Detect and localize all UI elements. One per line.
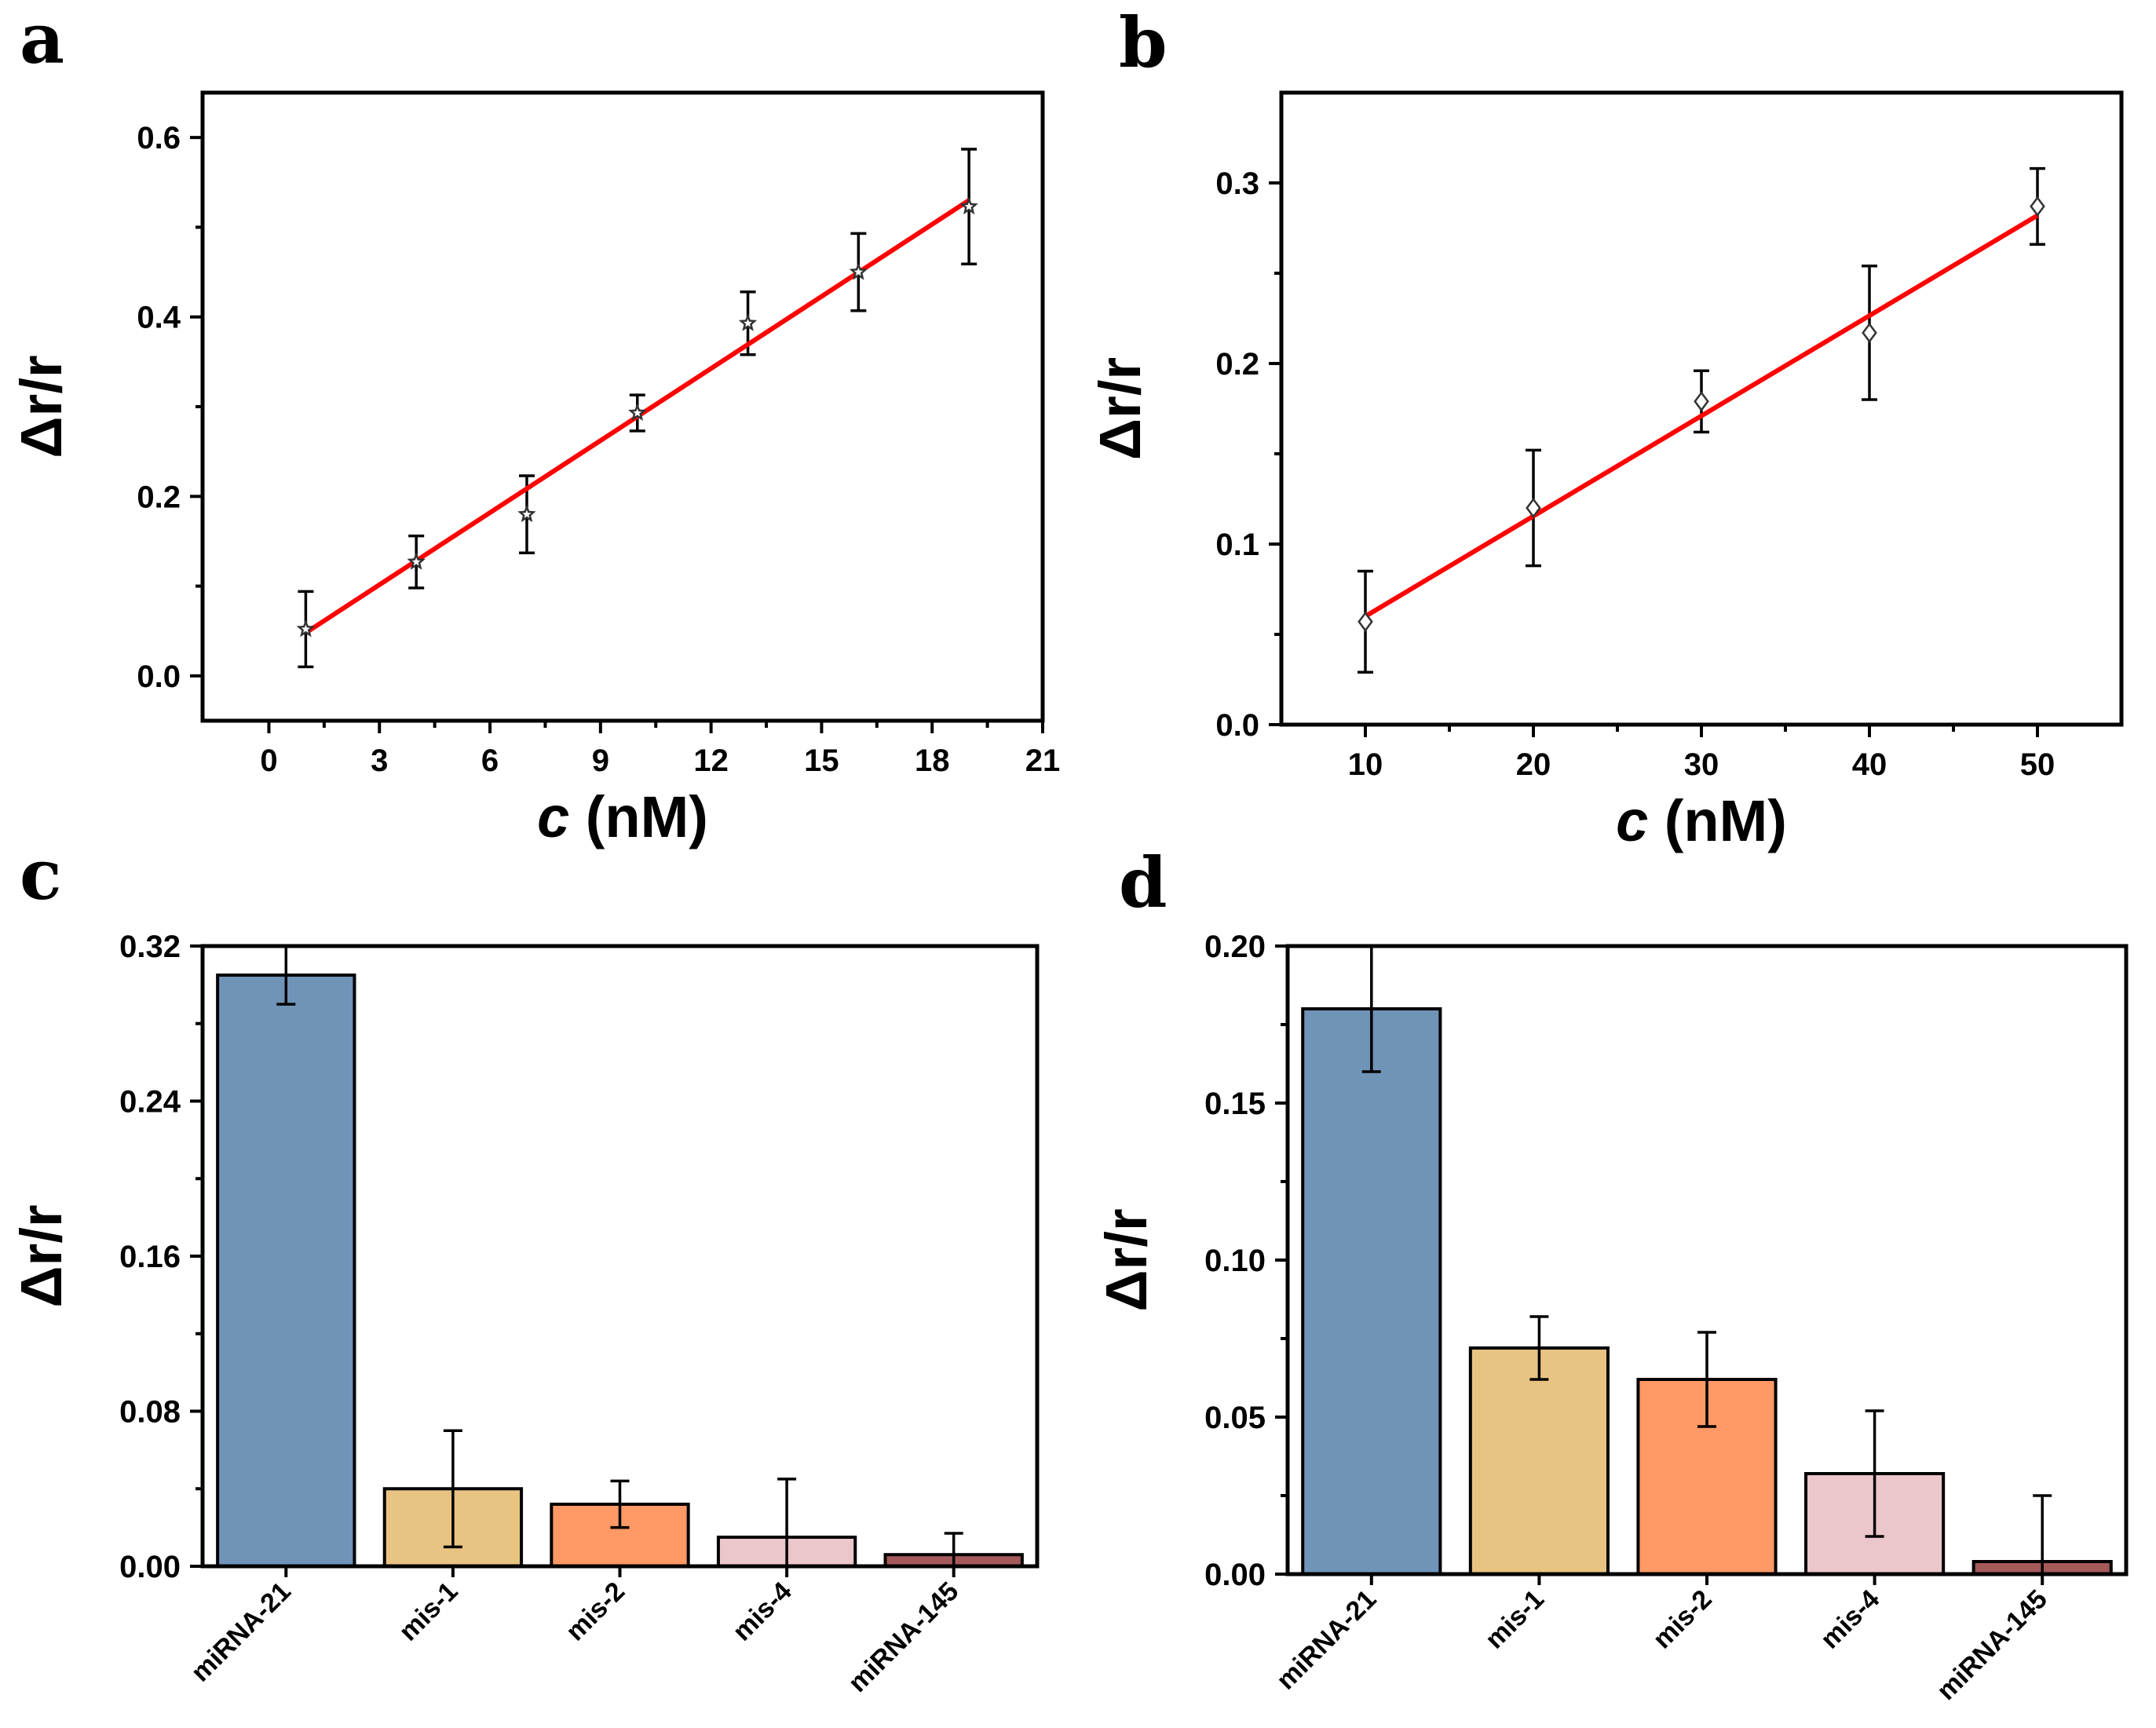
plot-frame <box>200 944 1040 1569</box>
error-bar <box>443 1429 462 1549</box>
plot-frame <box>1285 944 2129 1576</box>
y-axis-title: Δr/r <box>1094 1208 1159 1311</box>
data-point <box>1862 322 1877 343</box>
panel-letter-c: c <box>20 834 62 915</box>
category-label: miRNA-145 <box>842 1576 964 1698</box>
bar-miRNA-21 <box>216 974 356 1568</box>
y-axis-title: Δr/r <box>9 355 74 458</box>
data-point <box>407 552 426 570</box>
x-tick-label: 3 <box>371 743 388 778</box>
data-point <box>1526 497 1541 519</box>
y-tick-label: 0.08 <box>119 1395 181 1430</box>
x-tick-label: 40 <box>1852 747 1887 782</box>
y-tick-label: 0.6 <box>137 121 181 155</box>
x-tick-label: 15 <box>804 743 839 778</box>
data-point <box>517 504 536 523</box>
y-tick-label: 0.24 <box>119 1085 181 1120</box>
data-point <box>296 619 316 637</box>
data-point <box>2030 195 2045 217</box>
error-bar <box>1865 1409 1884 1538</box>
panel-letter-a: a <box>20 0 64 79</box>
category-label: mis-1 <box>393 1576 464 1647</box>
x-axis-title-var: c <box>1616 788 1665 853</box>
category-label: miRNA-21 <box>1271 1584 1383 1696</box>
panel-d: d 0.00 0.05 0.10 0.15 0.20 miRNA-21 mis-1 mis-2 m… <box>1094 842 2129 1706</box>
category-label: miRNA-21 <box>185 1576 297 1688</box>
category-label: mis-2 <box>560 1576 630 1647</box>
y-tick-label: 0.05 <box>1204 1401 1266 1435</box>
x-axis-title: c (nM) <box>1616 788 1787 853</box>
y-tick-label: 0.2 <box>1215 347 1259 382</box>
y-tick-label: 0.16 <box>119 1240 181 1274</box>
fit-line <box>1364 213 2039 619</box>
x-tick-label: 12 <box>693 743 729 778</box>
y-tick-label: 0.00 <box>119 1550 181 1584</box>
panel-letter-b: b <box>1119 2 1168 83</box>
panel-b: b 10 20 30 40 50 0.0 0.1 0.2 0.3 c (nM) Δr/r <box>1087 2 2124 853</box>
y-tick-label: 0.10 <box>1204 1244 1266 1278</box>
y-tick-label: 0.0 <box>1215 708 1259 743</box>
data-point <box>627 403 647 421</box>
x-axis-title-unit: (nM) <box>586 784 708 849</box>
category-label: mis-4 <box>727 1576 798 1647</box>
data-point <box>738 313 758 331</box>
y-axis-title: Δr/r <box>1087 357 1153 460</box>
bar-miRNA-21 <box>1301 1007 1442 1576</box>
panel-letter-d: d <box>1119 842 1168 923</box>
category-label: mis-4 <box>1815 1584 1886 1655</box>
x-axis-title-unit: (nM) <box>1665 788 1787 853</box>
panel-a: a 0 3 6 9 12 15 18 21 0.0 0.2 0.4 0.6 c (nM) Δr/r <box>9 0 1060 849</box>
x-tick-label: 0 <box>260 743 277 778</box>
y-tick-label: 0.0 <box>137 659 181 694</box>
x-tick-label: 9 <box>592 743 609 778</box>
x-tick-label: 50 <box>2020 747 2056 782</box>
x-axis-title: c (nM) <box>537 784 708 849</box>
category-label: miRNA-145 <box>1931 1584 2053 1706</box>
data-point <box>849 262 868 280</box>
category-label: mis-1 <box>1479 1584 1550 1655</box>
error-bar <box>1697 1331 1716 1428</box>
x-tick-label: 20 <box>1516 747 1551 782</box>
y-tick-label: 0.2 <box>137 480 181 514</box>
x-tick-label: 30 <box>1684 747 1719 782</box>
y-tick-label: 0.20 <box>1204 930 1266 964</box>
data-point <box>1358 611 1373 632</box>
y-tick-label: 0.4 <box>137 301 181 335</box>
data-point <box>1694 391 1709 412</box>
plot-frame <box>200 90 1045 723</box>
x-tick-label: 6 <box>481 743 499 778</box>
error-bar <box>610 1479 630 1529</box>
x-axis-title-var: c <box>537 784 586 849</box>
bar-mis-1 <box>1468 1346 1610 1576</box>
y-tick-label: 0.3 <box>1215 166 1259 201</box>
y-axis-title: Δr/r <box>9 1204 74 1307</box>
x-tick-label: 10 <box>1348 747 1383 782</box>
error-bar <box>1529 1315 1549 1381</box>
data-point <box>959 196 978 215</box>
y-tick-label: 0.00 <box>1204 1558 1266 1592</box>
y-tick-label: 0.15 <box>1204 1087 1266 1121</box>
plot-frame <box>1279 90 2124 727</box>
x-tick-label: 18 <box>915 743 950 778</box>
panel-c: c 0.00 0.08 0.16 0.24 0.32 miRNA-21 mis-1 mis-2 m… <box>9 834 1040 1698</box>
y-tick-label: 0.1 <box>1215 528 1259 562</box>
y-tick-label: 0.32 <box>119 930 181 964</box>
category-label: mis-2 <box>1647 1584 1718 1655</box>
x-tick-label: 21 <box>1025 743 1061 778</box>
